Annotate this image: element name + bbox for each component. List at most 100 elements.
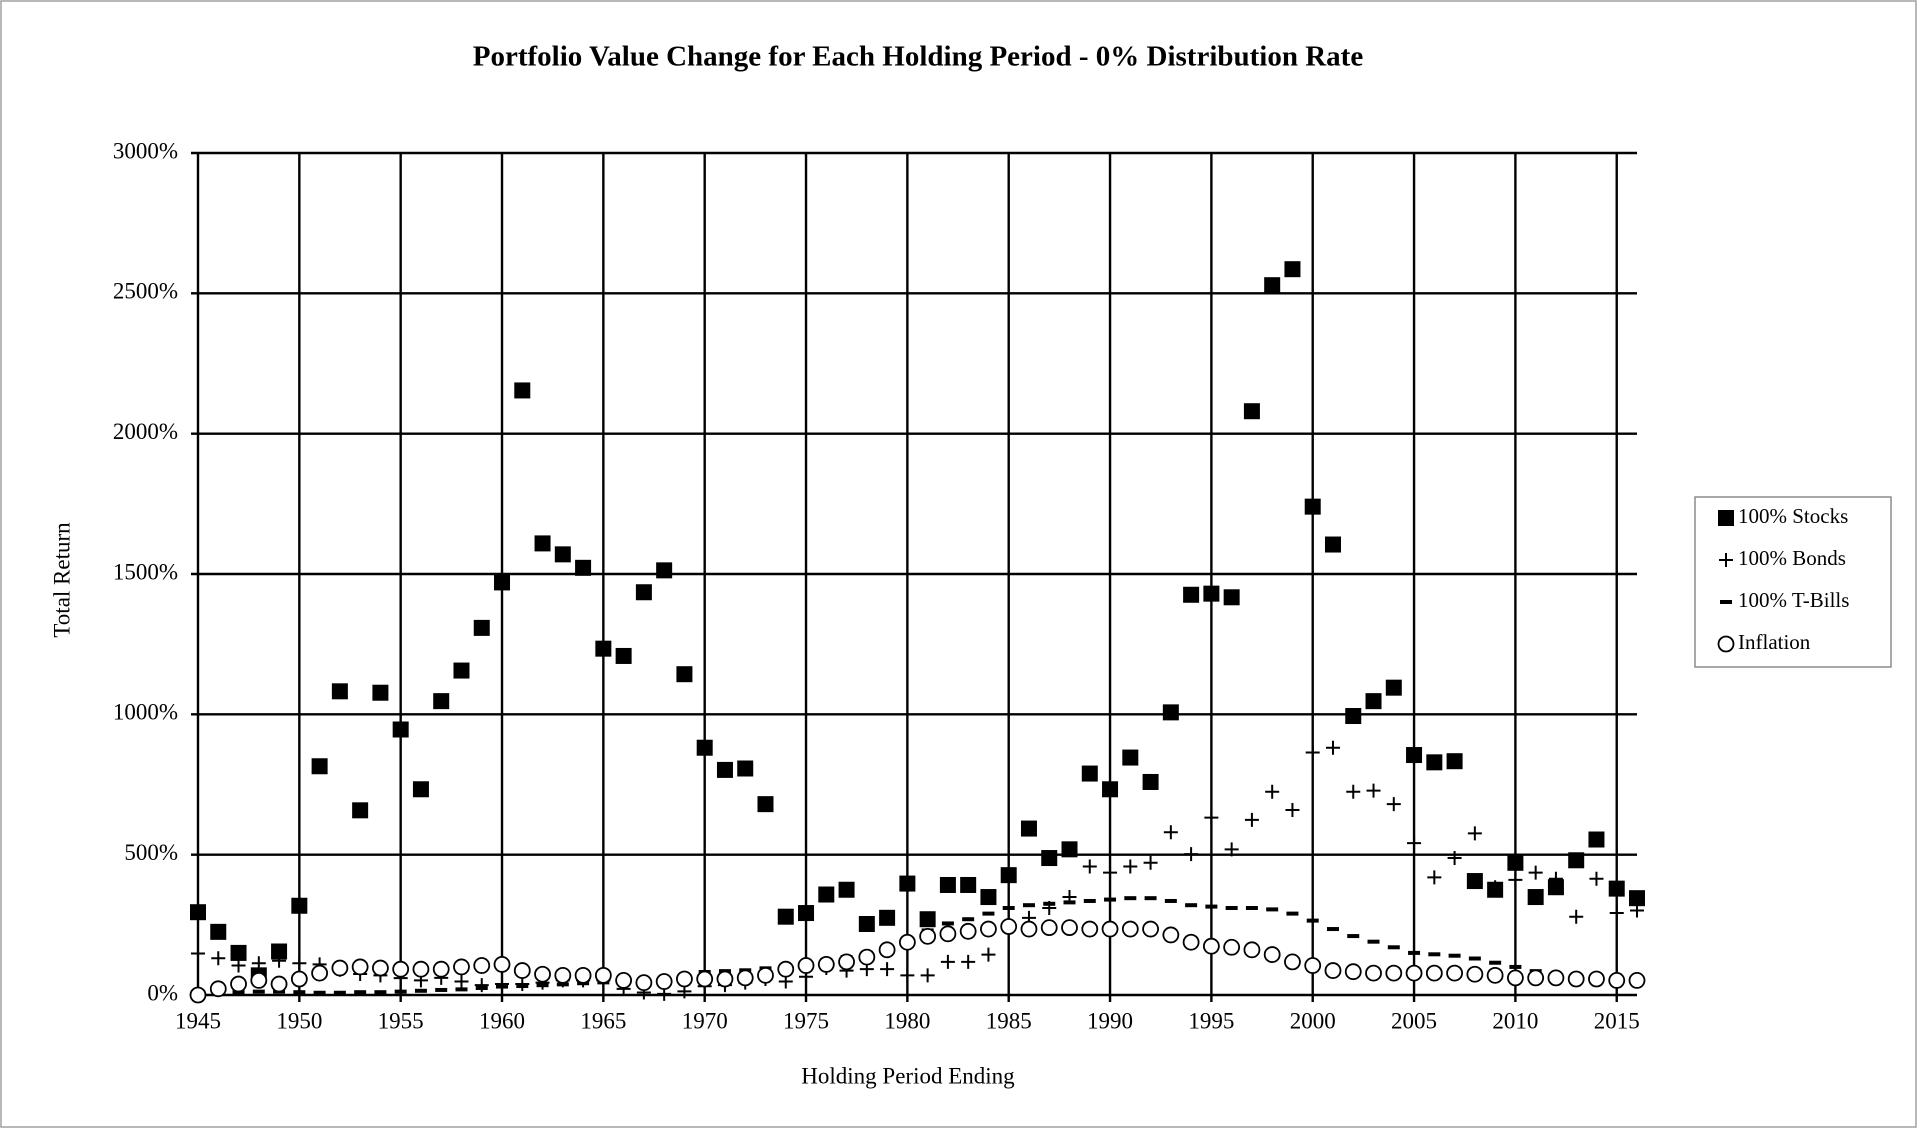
plus-marker	[880, 962, 895, 977]
dash-marker	[1468, 956, 1481, 961]
dash-marker	[475, 985, 488, 990]
x-tick-label: 1965	[580, 1008, 626, 1033]
y-tick-label: 2000%	[113, 419, 178, 444]
legend-label: 100% T-Bills	[1738, 588, 1849, 612]
dash-marker	[1367, 939, 1380, 944]
circle-marker	[797, 957, 815, 974]
circle-marker	[1202, 937, 1220, 955]
circle-marker	[1588, 970, 1605, 988]
plus-marker	[1082, 859, 1097, 874]
circle-marker	[351, 958, 369, 976]
dash-marker	[1489, 960, 1502, 965]
legend-label: Inflation	[1738, 630, 1811, 654]
circle-marker	[878, 941, 896, 959]
dash-marker	[1144, 896, 1157, 901]
circle-marker	[1365, 964, 1382, 982]
y-tick-label: 0%	[147, 980, 178, 1005]
plus-marker	[900, 968, 915, 983]
y-axis-title: Total Return	[49, 522, 74, 638]
square-marker	[1122, 749, 1139, 766]
circle-marker	[696, 970, 714, 988]
dash-marker	[374, 990, 387, 995]
circle-marker	[757, 966, 774, 984]
square-marker	[980, 889, 997, 906]
x-tick-label: 2010	[1492, 1008, 1538, 1033]
circle-marker	[1446, 964, 1463, 982]
circle-marker	[1223, 938, 1241, 956]
square-marker	[939, 876, 956, 893]
plus-marker	[1224, 842, 1239, 857]
chart-title: Portfolio Value Change for Each Holding …	[473, 41, 1364, 73]
x-tick-label: 1990	[1087, 1008, 1133, 1033]
square-marker	[1426, 754, 1443, 771]
circle-marker	[1527, 969, 1545, 987]
circle-marker	[1547, 969, 1565, 987]
square-marker	[879, 909, 896, 926]
dash-marker	[354, 990, 367, 995]
circle-marker	[1385, 964, 1403, 982]
square-marker	[1102, 781, 1119, 798]
dash-marker	[1306, 918, 1319, 923]
dash-marker	[252, 989, 265, 994]
plus-marker	[1528, 865, 1543, 880]
circle-marker	[1162, 926, 1180, 944]
x-tick-label: 2015	[1594, 1008, 1640, 1033]
circle-marker	[1121, 920, 1139, 938]
dash-marker	[496, 984, 509, 989]
square-marker	[1385, 679, 1402, 696]
square-marker	[1466, 873, 1483, 890]
dash-marker	[982, 911, 995, 916]
dash-marker	[516, 984, 529, 989]
square-marker	[1304, 498, 1321, 515]
dash-marker	[1225, 905, 1238, 910]
square-marker	[352, 802, 369, 819]
plus-marker	[1630, 903, 1644, 918]
square-marker	[575, 559, 592, 576]
square-marker	[1061, 841, 1078, 858]
circle-marker	[230, 975, 247, 993]
square-marker	[494, 574, 511, 591]
square-marker	[372, 684, 389, 701]
square-marker	[919, 911, 936, 928]
square-marker	[1547, 879, 1564, 896]
circle-marker	[189, 986, 207, 1004]
plus-marker	[231, 958, 246, 973]
y-tick-label: 1500%	[113, 559, 178, 584]
circle-marker	[453, 958, 470, 976]
square-marker	[1183, 586, 1200, 603]
legend-label: 100% Stocks	[1738, 504, 1848, 528]
plus-marker	[1285, 803, 1300, 818]
circle-marker	[372, 959, 389, 977]
circle-marker	[392, 960, 410, 978]
y-tick-label: 3000%	[113, 138, 178, 163]
dash-marker	[435, 987, 448, 992]
square-marker	[960, 876, 977, 893]
dash-marker	[536, 983, 549, 988]
square-marker	[331, 683, 348, 700]
square-marker	[838, 881, 855, 898]
square-marker	[818, 886, 835, 903]
circle-marker	[1142, 920, 1159, 938]
square-marker	[595, 640, 612, 657]
circle-marker	[1284, 953, 1301, 971]
square-marker	[534, 535, 551, 552]
circle-marker	[736, 969, 754, 987]
square-marker	[1345, 708, 1362, 725]
circle-marker	[534, 965, 551, 983]
circle-marker	[1000, 918, 1018, 935]
dash-marker	[394, 989, 407, 994]
plus-marker	[1204, 810, 1219, 825]
square-marker	[514, 382, 531, 399]
plus-marker	[1386, 797, 1401, 812]
dash-marker	[455, 987, 468, 992]
square-marker	[311, 758, 328, 775]
legend-marker	[1718, 510, 1734, 526]
square-marker	[190, 904, 206, 921]
plus-marker	[495, 977, 510, 992]
circle-marker	[1344, 963, 1362, 981]
legend-marker	[1717, 635, 1735, 653]
circle-marker	[209, 980, 227, 998]
circle-marker	[1324, 962, 1342, 979]
circle-marker	[1040, 919, 1058, 937]
x-tick-label: 2000	[1290, 1008, 1336, 1033]
